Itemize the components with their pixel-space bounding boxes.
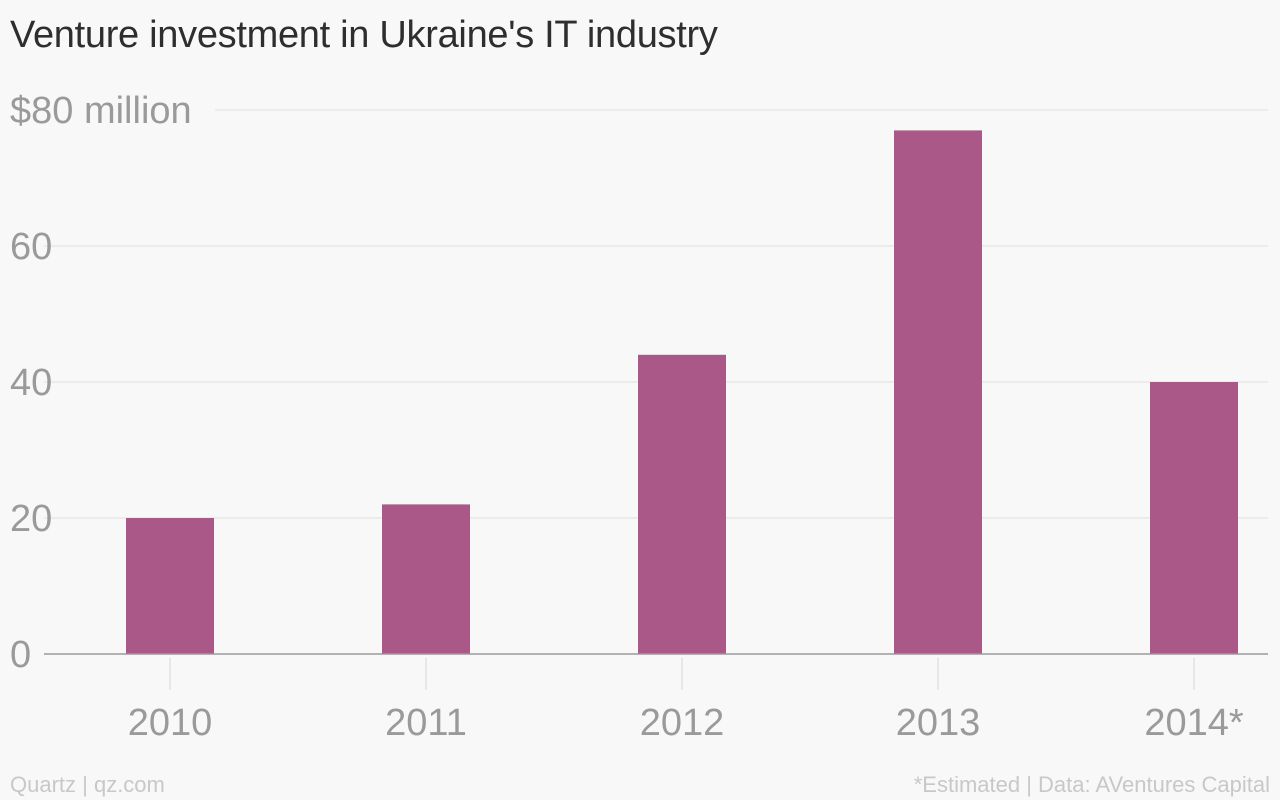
y-tick-label: 60 <box>10 226 52 268</box>
bar-2010 <box>126 518 214 654</box>
x-tick-label: 2012 <box>640 702 725 744</box>
y-tick-label: 0 <box>10 634 31 676</box>
footer-note: *Estimated | Data: AVentures Capital <box>913 772 1270 797</box>
bar-2013 <box>894 130 982 654</box>
bar-2014 <box>1150 382 1238 654</box>
x-axis <box>44 653 1268 690</box>
footer-source: Quartz | qz.com <box>10 772 165 797</box>
bar-2012 <box>638 354 726 654</box>
x-tick-label: 2013 <box>896 702 981 744</box>
bar-2011 <box>382 504 470 654</box>
y-tick-label: 20 <box>10 498 52 540</box>
y-tick-label: $80 million <box>10 90 192 132</box>
x-tick-label: 2011 <box>385 702 467 744</box>
y-tick-label: 40 <box>10 362 52 404</box>
y-axis-labels: 0 20 40 60 $80 million <box>10 90 192 676</box>
bars <box>126 130 1238 654</box>
x-tick-label: 2010 <box>128 702 213 744</box>
x-tick-label: 2014* <box>1144 702 1244 744</box>
x-axis-labels: 2010 2011 2012 2013 2014* <box>128 702 1244 744</box>
chart-title: Venture investment in Ukraine's IT indus… <box>10 14 718 56</box>
